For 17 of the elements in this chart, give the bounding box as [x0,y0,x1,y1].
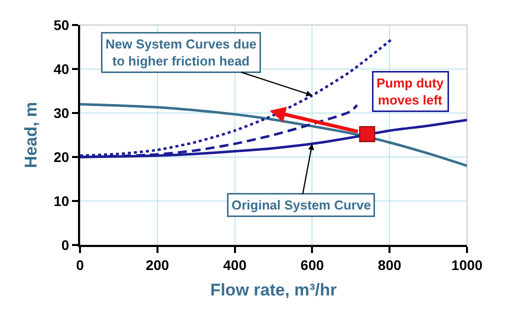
y-tick-label: 0 [61,236,70,253]
y-tick-label: 10 [54,192,70,209]
y-tick-label: 50 [54,16,70,33]
x-tick-label: 0 [76,256,84,273]
y-axis-title: Head, m [22,102,41,168]
x-tick-label: 1000 [451,256,483,273]
x-tick-label: 800 [378,256,402,273]
x-tick-label: 600 [300,256,324,273]
x-axis-title: Flow rate, m³/hr [210,280,338,300]
annotation: New System Curves due to higher friction head [106,36,257,68]
annotation: Pump duty moves left [376,76,444,108]
x-tick-label: 200 [146,256,170,273]
y-tick-label: 20 [54,148,70,165]
y-tick-label: 30 [54,104,70,121]
x-tick-label: 400 [223,256,247,273]
annotation: Original System Curve [232,198,371,212]
y-tick-label: 40 [54,60,70,77]
